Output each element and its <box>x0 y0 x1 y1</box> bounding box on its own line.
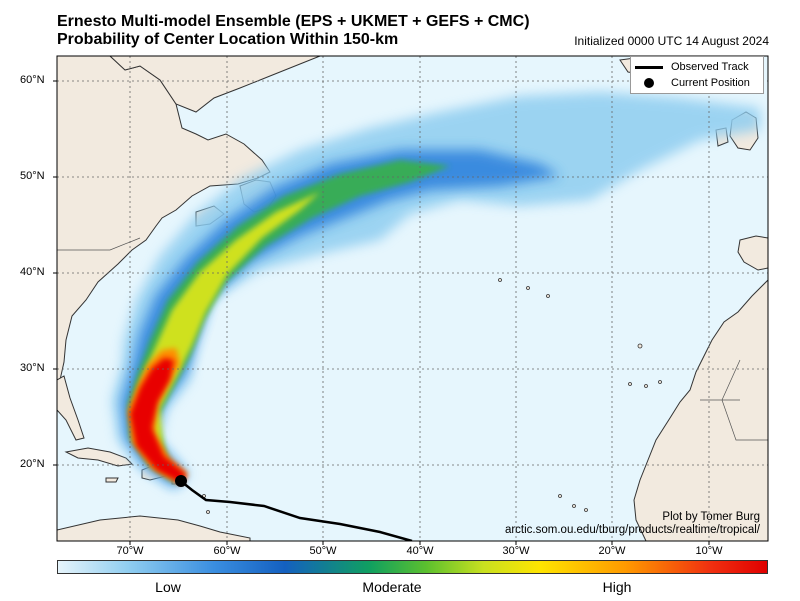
y-tick-label: 30°N <box>20 362 45 374</box>
x-tick-label: 60°W <box>213 545 241 557</box>
x-tick-label: 30°W <box>502 545 530 557</box>
graticule <box>57 56 768 541</box>
current-position-marker <box>175 475 187 487</box>
jamaica <box>105 477 119 483</box>
y-tick-label: 40°N <box>20 266 45 278</box>
chart-subtitle: Probability of Center Location Within 15… <box>57 31 399 48</box>
colorbar-moderate-label: Moderate <box>362 579 422 595</box>
florida <box>57 375 85 441</box>
iberia <box>737 235 768 271</box>
initialized-time: Initialized 0000 UTC 14 August 2024 <box>574 34 769 48</box>
map-frame <box>56 55 769 542</box>
position-dot-swatch <box>644 78 654 88</box>
track-line-swatch <box>635 65 663 69</box>
colorbar <box>57 560 768 574</box>
chart-title: Ernesto Multi-model Ensemble (EPS + UKME… <box>57 13 530 30</box>
cuba <box>64 447 134 467</box>
colorbar-high-label: High <box>602 579 632 595</box>
x-tick-label: 70°W <box>116 545 144 557</box>
legend: Observed Track Current Position <box>630 56 764 94</box>
legend-observed-track-label: Observed Track <box>671 61 749 73</box>
swath-high <box>130 358 186 484</box>
legend-current-position-label: Current Position <box>671 77 750 89</box>
y-tick-label: 60°N <box>20 74 45 86</box>
y-tick-label: 50°N <box>20 170 45 182</box>
x-tick-label: 50°W <box>309 545 337 557</box>
legend-current-position: Current Position <box>635 75 750 91</box>
x-tick-label: 40°W <box>406 545 434 557</box>
south-america <box>57 515 251 541</box>
axis-ticks <box>53 80 710 545</box>
probability-swath <box>112 92 760 490</box>
x-tick-label: 20°W <box>598 545 626 557</box>
labrador-north <box>57 56 321 113</box>
colorbar-low-label: Low <box>155 579 181 595</box>
credit-author: Plot by Tomer Burg <box>662 511 760 523</box>
y-tick-label: 20°N <box>20 458 45 470</box>
africa <box>633 279 768 541</box>
legend-observed-track: Observed Track <box>635 59 749 75</box>
x-tick-label: 10°W <box>695 545 723 557</box>
credit-url: arctic.som.ou.edu/tburg/products/realtim… <box>504 524 760 536</box>
observed-track <box>181 481 413 541</box>
